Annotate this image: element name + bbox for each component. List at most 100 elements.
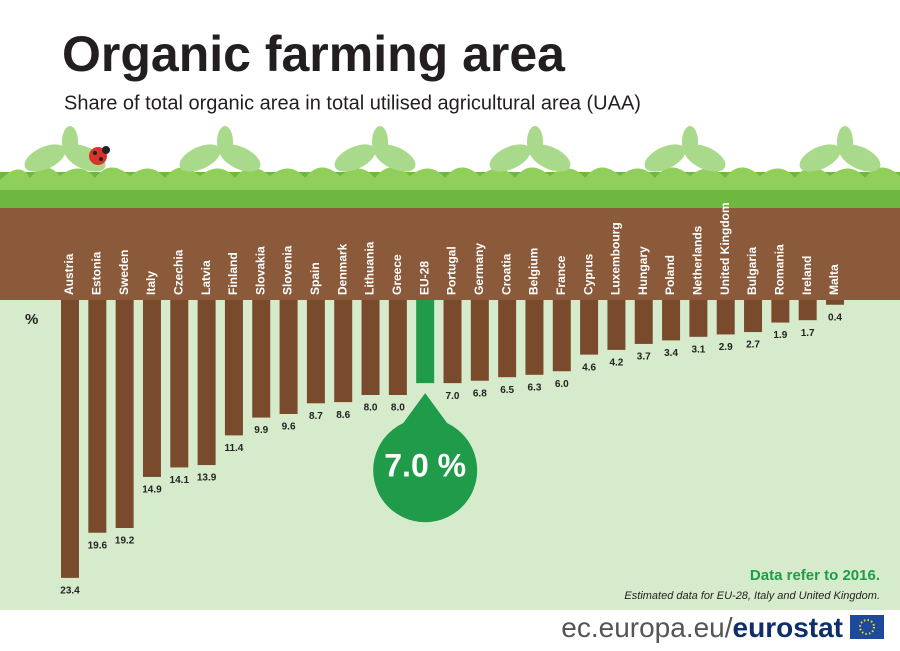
value-label: 11.4: [224, 443, 243, 454]
value-label: 3.7: [637, 352, 651, 363]
bar: [580, 300, 599, 355]
bar: [224, 300, 243, 436]
bar: [470, 300, 489, 381]
category-label: France: [554, 255, 568, 295]
bar: [334, 300, 353, 403]
value-label: 7.0: [446, 391, 460, 402]
value-label: 23.4: [60, 586, 80, 597]
bar: [443, 300, 462, 384]
bar: [306, 300, 325, 404]
bar: [61, 300, 79, 578]
category-label: Latvia: [199, 260, 213, 295]
value-label: 13.9: [197, 473, 217, 484]
category-label: Bulgaria: [745, 247, 759, 295]
bar: [279, 300, 298, 414]
bar: [716, 300, 735, 335]
category-label: Ireland: [800, 256, 814, 295]
bar: [525, 300, 544, 375]
bar: [88, 300, 107, 533]
value-label: 9.9: [254, 425, 268, 436]
category-label: Germany: [472, 243, 486, 295]
category-label: Malta: [827, 264, 841, 295]
category-label: Italy: [144, 271, 158, 295]
bar: [142, 300, 161, 477]
category-label: Greece: [390, 254, 404, 295]
footnote: Estimated data for EU-28, Italy and Unit…: [624, 590, 880, 602]
category-label: Denmark: [335, 243, 349, 295]
category-label: Slovakia: [253, 246, 267, 295]
value-label: 6.3: [528, 382, 542, 393]
value-label: 6.8: [473, 388, 487, 399]
value-label: 2.7: [746, 340, 760, 351]
bar: [689, 300, 708, 337]
value-label: 14.9: [142, 485, 162, 496]
value-label: 14.1: [170, 475, 190, 486]
category-label: Finland: [226, 252, 240, 295]
category-label: United Kingdom: [718, 202, 732, 295]
category-label: Belgium: [527, 248, 541, 295]
value-label: 1.9: [773, 330, 787, 341]
category-label: EU-28: [417, 261, 431, 295]
bar: [771, 300, 790, 323]
category-label: Lithuania: [363, 241, 377, 295]
footer: ec.europa.eu/eurostat: [561, 612, 843, 643]
value-label: 0.4: [828, 312, 842, 323]
bar: [170, 300, 189, 468]
eu-flag: [850, 615, 884, 639]
category-label: Portugal: [445, 246, 459, 295]
value-label: 8.0: [391, 403, 405, 414]
bar: [115, 300, 134, 528]
bar: [744, 300, 763, 333]
bar: [552, 300, 571, 372]
value-label: 1.7: [801, 328, 815, 339]
value-label: 4.2: [609, 358, 623, 369]
category-label: Slovenia: [281, 245, 295, 295]
category-label: Croatia: [499, 253, 513, 295]
category-label: Hungary: [636, 246, 650, 295]
bar: [498, 300, 517, 378]
value-label: 8.0: [364, 403, 378, 414]
footer-brand: eurostat: [733, 612, 843, 643]
unit-label: %: [25, 311, 38, 328]
bar: [607, 300, 626, 350]
value-label: 6.0: [555, 379, 569, 390]
grass-decoration: [0, 126, 900, 208]
footer-site: ec.europa.eu/: [561, 612, 732, 643]
soil-band: [0, 208, 900, 300]
highlight-value-label: 7.0 %: [384, 448, 466, 484]
bar: [252, 300, 271, 418]
chart-subtitle: Share of total organic area in total uti…: [64, 92, 641, 114]
value-label: 6.5: [500, 385, 514, 396]
note: Data refer to 2016.: [750, 567, 880, 584]
category-label: Austria: [62, 253, 76, 295]
value-label: 9.6: [282, 422, 296, 433]
chart-title: Organic farming area: [62, 26, 566, 82]
bar: [634, 300, 653, 344]
category-label: Luxembourg: [609, 222, 623, 295]
value-label: 4.6: [582, 362, 596, 373]
callout-bubble: [373, 393, 478, 523]
category-label: Sweden: [117, 250, 131, 295]
value-label: 19.2: [115, 536, 135, 547]
bar: [662, 300, 681, 341]
bar: [416, 300, 435, 384]
bar: [361, 300, 380, 395]
category-label: Estonia: [89, 251, 103, 295]
value-label: 2.9: [719, 342, 733, 353]
value-label: 8.7: [309, 411, 323, 422]
bar: [197, 300, 216, 466]
value-label: 8.6: [336, 410, 350, 421]
value-label: 3.1: [691, 344, 705, 355]
category-label: Netherlands: [691, 225, 705, 295]
category-label: Spain: [308, 262, 322, 295]
value-label: 19.6: [88, 540, 108, 551]
category-label: Cyprus: [581, 253, 595, 295]
category-label: Romania: [773, 244, 787, 295]
category-label: Poland: [663, 255, 677, 295]
category-label: Czechia: [171, 249, 185, 295]
bar: [798, 300, 817, 321]
bar: [388, 300, 407, 395]
value-label: 3.4: [664, 348, 678, 359]
bar: [826, 300, 844, 305]
